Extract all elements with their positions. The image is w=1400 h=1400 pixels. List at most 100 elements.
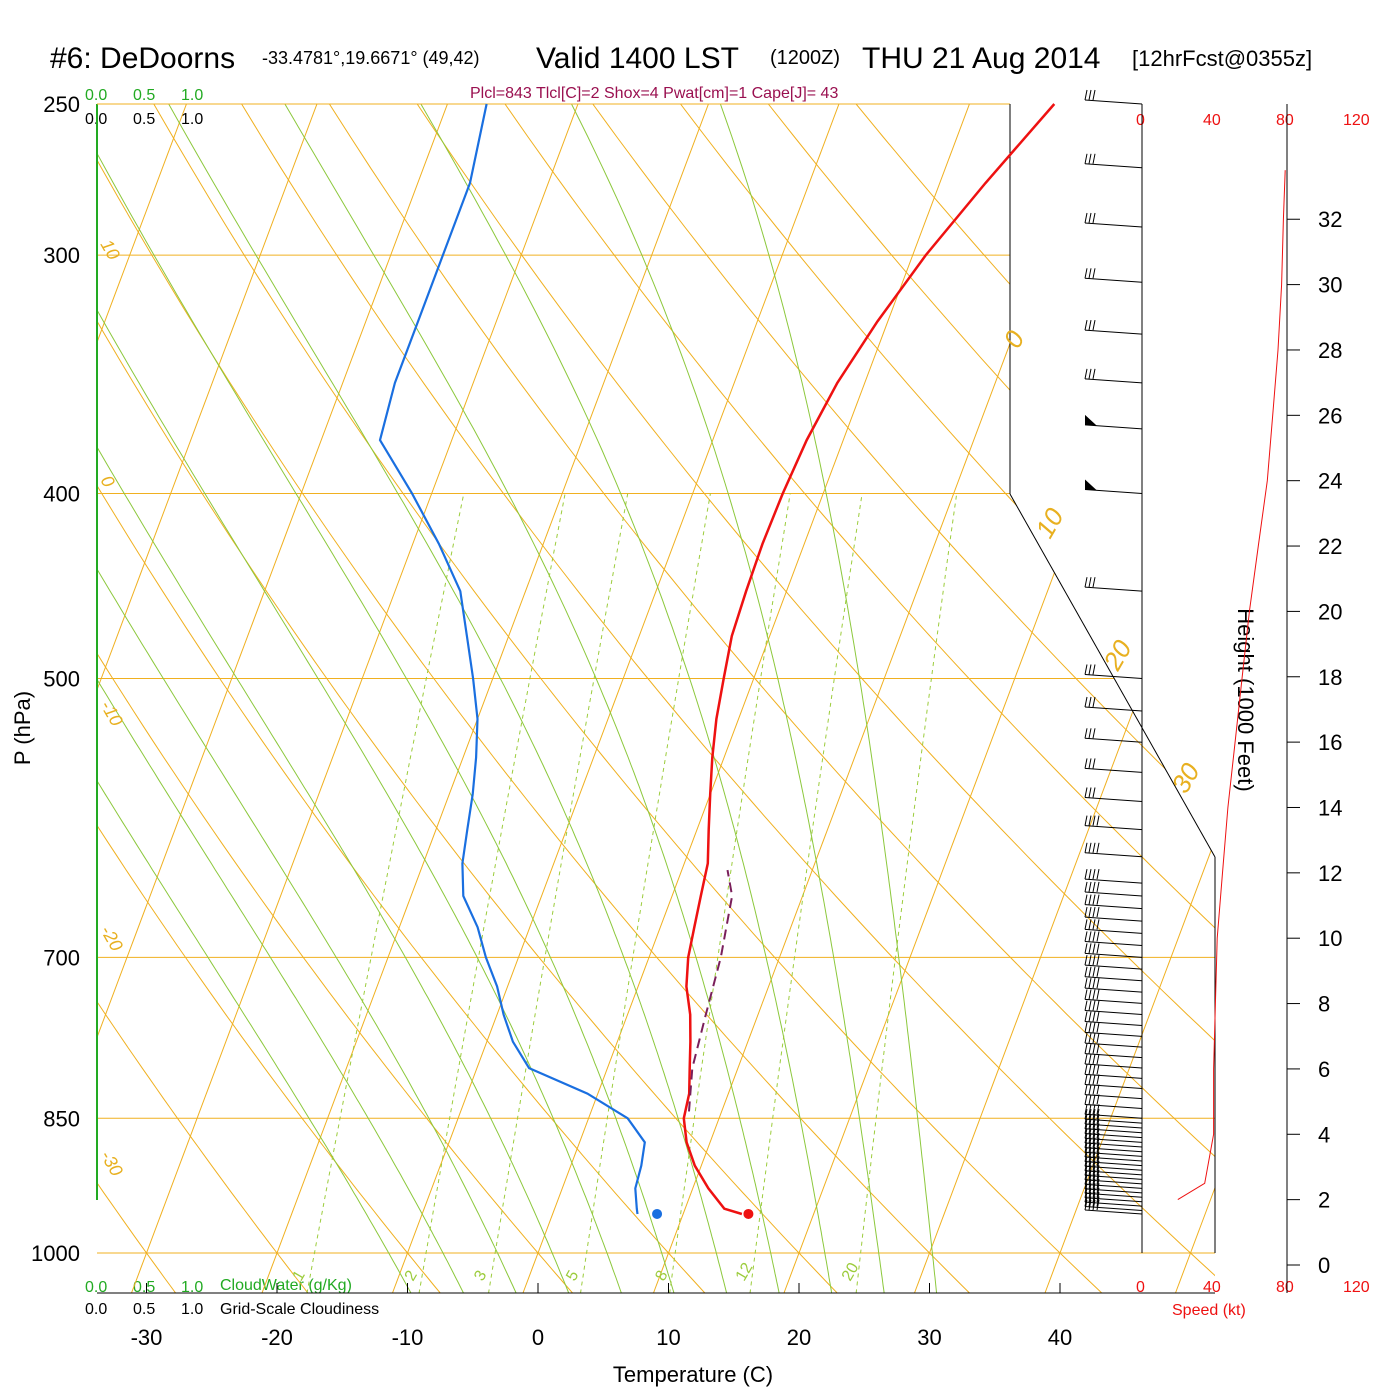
wind-barb — [1084, 931, 1143, 946]
dry-adiabat-line — [568, 104, 1215, 1293]
wind-barb — [1084, 212, 1143, 228]
barb-feather — [1096, 1084, 1100, 1095]
cloudwater-label: CloudWater (g/Kg) — [220, 1277, 352, 1294]
speed-axis-label: Speed (kt) — [1172, 1302, 1246, 1319]
barb-feather — [1092, 1118, 1096, 1129]
barb-feather — [1088, 89, 1092, 101]
wind-barb — [1084, 320, 1143, 335]
wind-barb — [1084, 943, 1143, 958]
barb-staff — [1084, 1021, 1143, 1027]
axis-labels: 1 2 3 5 8 12 20-30 -20 -10 0 10 20 30 402503004005007… — [31, 92, 1342, 1350]
barb-feather — [1096, 881, 1100, 893]
isotherm-label: 0 — [97, 472, 119, 491]
dry-adiabat-line — [394, 104, 1215, 1293]
mixing-ratio-line — [486, 493, 629, 1293]
barb-staff — [1084, 1151, 1143, 1157]
barb-staff — [1084, 1165, 1143, 1171]
barb-feather — [1096, 1199, 1100, 1211]
barb-feather — [1096, 1109, 1100, 1120]
wind-barb — [1084, 919, 1143, 934]
barb-staff — [1084, 1147, 1143, 1153]
dry-adiabat-line — [97, 104, 183, 1293]
barb-feather — [1088, 577, 1092, 588]
barb-feather — [1084, 268, 1088, 279]
wind-speed-profile — [1177, 170, 1286, 1201]
barb-feather — [1088, 931, 1092, 942]
sounding-data — [378, 103, 1286, 1219]
height-label: 24 — [1318, 469, 1342, 494]
barb-staff — [1084, 1201, 1143, 1207]
height-label: 32 — [1318, 207, 1342, 232]
barb-staff — [1084, 1188, 1143, 1194]
barb-feather — [1092, 931, 1096, 942]
barb-feather — [1096, 1104, 1100, 1115]
barb-staff — [1084, 1031, 1143, 1037]
barb-feather — [1084, 894, 1088, 905]
barb-feather — [1096, 978, 1100, 989]
speed-axis: 0 40 80 120 0 40 80 120 Speed (kt) — [1136, 112, 1370, 1319]
moist-adiabat-line — [400, 104, 834, 1293]
barb-feather — [1096, 966, 1100, 977]
barb-feather — [1088, 1053, 1092, 1065]
moist-adiabat-line — [97, 104, 521, 1293]
height-label: 10 — [1318, 926, 1342, 951]
wind-barb — [1084, 1053, 1143, 1069]
barb-feather — [1084, 1174, 1088, 1185]
isotherm-label: 10 — [97, 236, 124, 263]
barb-feather — [1092, 966, 1096, 977]
theta-label: 20 — [1097, 634, 1138, 675]
barb-feather — [1084, 89, 1088, 101]
barb-staff — [1084, 1161, 1143, 1167]
dewpoint-profile — [378, 103, 646, 1215]
barb-feather — [1088, 787, 1092, 798]
isotherm-line — [1175, 104, 1215, 1293]
barb-feather — [1084, 1043, 1088, 1054]
barb-staff — [1084, 1123, 1143, 1129]
barb-feather — [1092, 1094, 1096, 1105]
isotherm-label: -20 — [97, 922, 127, 955]
height-label: 6 — [1318, 1057, 1330, 1082]
barb-feather — [1092, 1011, 1096, 1022]
y-axis-title: P (hPa) — [10, 691, 35, 765]
height-label: 16 — [1318, 730, 1342, 755]
barb-staff — [1084, 1205, 1143, 1211]
barb-feather — [1084, 728, 1088, 739]
barb-staff — [1084, 1094, 1143, 1100]
dry-adiabat-line — [654, 104, 1215, 1293]
cloud-black-tick: 0.0 — [85, 1301, 107, 1318]
barb-feather — [1096, 1011, 1100, 1022]
barb-feather — [1084, 955, 1088, 966]
x-tick-label: 20 — [787, 1325, 811, 1350]
wind-barb — [1084, 815, 1143, 831]
parcel-path — [688, 869, 734, 1112]
cloud-black-tick: 0.5 — [133, 1301, 155, 1318]
barb-feather — [1096, 906, 1100, 918]
pressure-label: 300 — [43, 243, 80, 268]
barb-feather — [1092, 955, 1096, 966]
barb-feather — [1092, 787, 1096, 798]
barb-feather — [1092, 1053, 1096, 1065]
barb-feather — [1092, 1043, 1096, 1054]
barb-feather — [1084, 320, 1088, 331]
wind-barb — [1084, 153, 1143, 169]
barb-staff — [1084, 1042, 1143, 1048]
isotherm-line — [522, 104, 970, 1293]
barb-feather — [1088, 869, 1092, 880]
wind-barb — [1084, 869, 1143, 884]
barb-staff — [1084, 706, 1143, 712]
x-tick-label: 10 — [656, 1325, 680, 1350]
barb-feather — [1096, 842, 1100, 853]
height-label: 14 — [1318, 795, 1342, 820]
cloud-black-tick: 1.0 — [181, 111, 203, 128]
temperature-profile — [682, 103, 1056, 1216]
barb-staff — [1084, 1103, 1143, 1109]
barb-feather — [1088, 1132, 1092, 1144]
barb-feather — [1096, 955, 1100, 966]
barb-feather — [1092, 758, 1096, 769]
barb-staff — [1084, 222, 1143, 228]
barb-staff — [1084, 329, 1143, 335]
wind-barb — [1084, 1084, 1143, 1100]
wind-barb — [1084, 894, 1143, 910]
barb-feather — [1092, 577, 1096, 588]
height-label: 0 — [1318, 1253, 1330, 1278]
